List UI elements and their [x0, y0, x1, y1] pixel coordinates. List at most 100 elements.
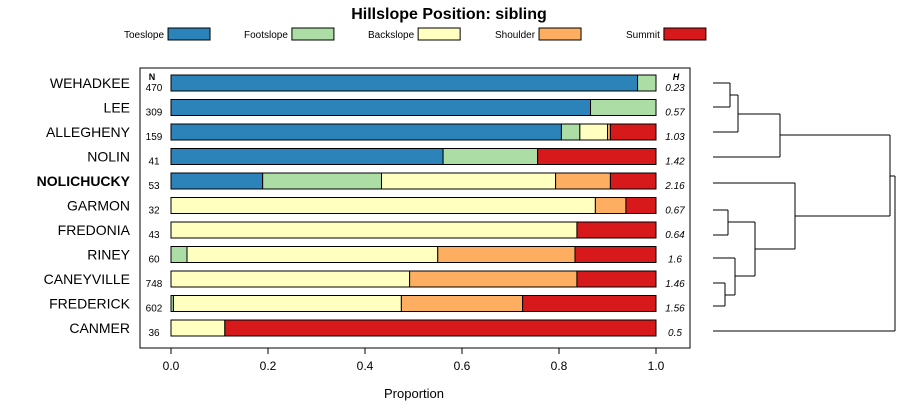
bar-segment [172, 295, 402, 312]
h-value: 0.67 [665, 206, 685, 217]
dendrogram-branch [713, 257, 736, 296]
row-label: WEHADKEE [50, 75, 130, 91]
x-tick-label: 0.8 [551, 359, 568, 373]
legend-label: Shoulder [495, 30, 536, 41]
bar-rows: WEHADKEE 470 0.23 LEE 309 0.57 ALLEGHENY 159 1.0… [37, 74, 685, 339]
dendrogram-branch [713, 94, 739, 133]
row-label: ALLEGHENY [46, 124, 131, 140]
bar-segment [170, 74, 639, 92]
bar-segment [170, 270, 411, 288]
bar-segment [170, 148, 444, 165]
dendrogram-branch [713, 209, 729, 236]
bar-row: LEE 309 0.57 [104, 99, 685, 119]
row-label: FREDONIA [58, 222, 131, 238]
row-label: NOLICHUCKY [37, 173, 131, 189]
bar-segment [522, 295, 657, 312]
bar-row: NOLIN 41 1.42 [87, 148, 685, 168]
bar-segment [637, 74, 657, 92]
legend-label: Backslope [368, 30, 415, 41]
h-value: 1.56 [665, 304, 685, 315]
h-value: 1.42 [665, 157, 685, 168]
bar-row: WEHADKEE 470 0.23 [50, 74, 685, 94]
n-column-header: N [149, 72, 156, 82]
n-value: 36 [148, 328, 160, 339]
h-column-header: H [673, 72, 680, 82]
dendrogram [713, 82, 896, 332]
bar-segment [170, 246, 188, 263]
legend-label: Summit [626, 30, 660, 41]
bar-segment [437, 246, 576, 263]
row-label: RINEY [87, 247, 130, 263]
n-value: 602 [146, 304, 163, 315]
legend-label: Toeslope [124, 30, 164, 41]
n-value: 309 [146, 108, 163, 119]
row-label: CANEYVILLE [44, 271, 130, 287]
bar-row: RINEY 60 1.6 [87, 246, 682, 266]
bar-segment [594, 197, 627, 214]
n-value: 60 [148, 255, 160, 266]
bar-row: FREDERICK 602 1.56 [49, 295, 685, 315]
x-tick-label: 0.2 [260, 359, 277, 373]
legend-swatch [417, 27, 461, 41]
n-value: 748 [146, 279, 163, 290]
bar-segment [170, 197, 596, 214]
chart-title: Hillslope Position: sibling [351, 6, 547, 23]
x-tick-label: 0.6 [454, 359, 471, 373]
bar-segment [224, 319, 657, 337]
row-label: GARMON [67, 198, 130, 214]
bar-row: FREDONIA 43 0.64 [58, 221, 685, 241]
bar-segment [576, 221, 657, 239]
bar-row: CANMER 36 0.5 [69, 319, 682, 339]
bar-segment [170, 123, 562, 141]
bar-segment [186, 246, 439, 263]
bar-row: NOLICHUCKY 53 2.16 [37, 172, 685, 192]
row-label: LEE [104, 100, 130, 116]
x-tick-label: 0.4 [357, 359, 374, 373]
bar-segment [555, 172, 611, 190]
bar-segment [400, 295, 524, 312]
row-label: NOLIN [87, 149, 130, 165]
bar-segment [409, 270, 578, 288]
plot-panel [139, 67, 691, 349]
n-value: 32 [148, 206, 160, 217]
h-value: 0.23 [665, 83, 685, 94]
dendrogram-branch [713, 282, 726, 307]
bar-segment [625, 197, 657, 214]
n-value: 43 [148, 230, 160, 241]
dendrogram-branch [728, 221, 756, 277]
x-tick-label: 1.0 [648, 359, 665, 373]
h-value: 1.03 [665, 132, 685, 143]
x-tick-label: 0.0 [163, 359, 180, 373]
bar-segment [576, 270, 657, 288]
bar-segment [170, 99, 592, 116]
bar-segment [380, 172, 557, 190]
bar-segment [609, 123, 657, 141]
legend: Toeslope Footslope Backslope Shoulder Summit [124, 27, 707, 41]
h-value: 1.46 [665, 279, 685, 290]
bar-segment [262, 172, 382, 190]
row-label: CANMER [69, 320, 130, 336]
dendrogram-branch [713, 82, 731, 108]
bar-segment [574, 246, 657, 263]
row-label: FREDERICK [49, 296, 131, 312]
dendrogram-branch [713, 175, 896, 332]
n-value: 41 [148, 157, 160, 168]
h-value: 2.16 [664, 181, 685, 192]
legend-label: Footslope [244, 30, 288, 41]
bar-segment [170, 319, 226, 337]
legend-swatch [167, 27, 211, 41]
dendrogram-branch [780, 134, 891, 217]
dendrogram-branch [713, 182, 796, 250]
bar-row: GARMON 32 0.67 [67, 197, 685, 217]
n-value: 470 [146, 83, 163, 94]
bar-segment [170, 221, 578, 239]
bar-segment [590, 99, 657, 116]
x-axis: 0.0 0.2 0.4 0.6 0.8 1.0 [163, 348, 665, 373]
bar-row: ALLEGHENY 159 1.03 [46, 123, 685, 143]
n-value: 53 [148, 181, 160, 192]
bar-row: CANEYVILLE 748 1.46 [44, 270, 685, 290]
bar-segment [609, 172, 657, 190]
legend-swatch [538, 27, 582, 41]
h-value: 0.5 [668, 328, 682, 339]
